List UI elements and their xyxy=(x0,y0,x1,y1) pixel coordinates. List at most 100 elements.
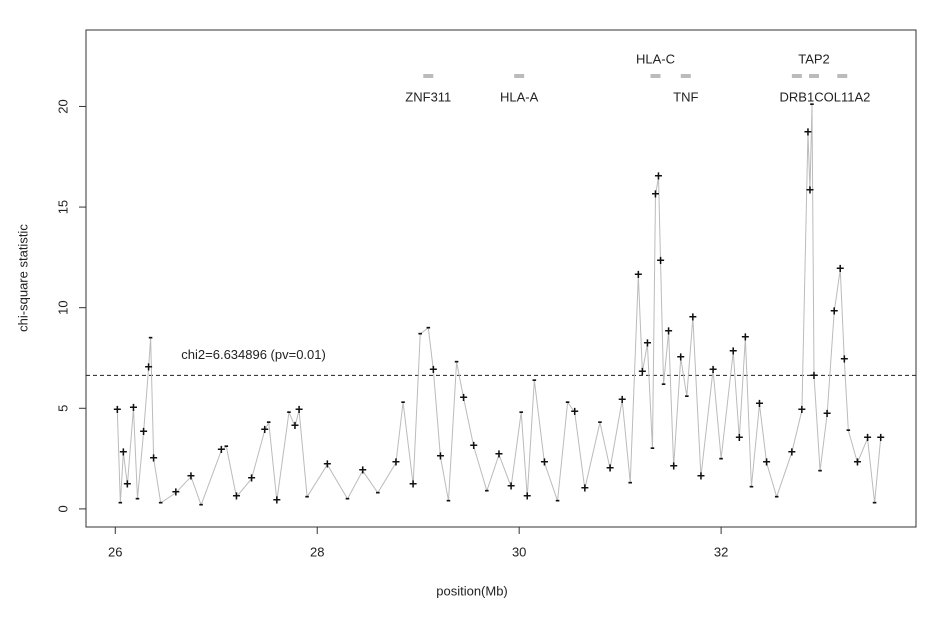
data-point: + xyxy=(840,351,848,367)
gene-label: TNF xyxy=(673,89,698,104)
data-point: - xyxy=(305,488,310,504)
data-point: + xyxy=(618,391,626,407)
x-tick-label: 30 xyxy=(512,544,526,559)
data-point: + xyxy=(709,361,717,377)
data-point: - xyxy=(684,387,689,403)
x-axis-label: position(Mb) xyxy=(436,583,508,598)
gene-label: ZNF311 xyxy=(405,89,451,104)
data-point: + xyxy=(823,405,831,421)
data-point: + xyxy=(798,401,806,417)
data-point: + xyxy=(323,455,331,471)
data-point: + xyxy=(217,441,225,457)
data-point: + xyxy=(804,123,812,139)
data-point: + xyxy=(735,429,743,445)
y-tick-label: 0 xyxy=(55,505,70,512)
data-point: - xyxy=(224,437,229,453)
threshold-label: chi2=6.634896 (pv=0.01) xyxy=(181,347,326,362)
data-point: + xyxy=(291,417,299,433)
data-line xyxy=(116,104,882,507)
data-point: + xyxy=(232,488,240,504)
data-point: + xyxy=(581,479,589,495)
data-point: - xyxy=(454,353,459,369)
data-point: + xyxy=(810,367,818,383)
data-point: + xyxy=(697,467,705,483)
data-point: + xyxy=(145,359,153,375)
data-point: - xyxy=(719,449,724,465)
data-point: - xyxy=(401,393,406,409)
data-point: + xyxy=(507,477,515,493)
data-point: + xyxy=(670,457,678,473)
data-point: + xyxy=(495,445,503,461)
data-point: - xyxy=(135,490,140,506)
gene-label: COL11A2 xyxy=(814,89,870,104)
data-point: + xyxy=(429,361,437,377)
y-tick-label: 5 xyxy=(55,405,70,412)
data-point: - xyxy=(426,319,431,335)
data-point: + xyxy=(643,335,651,351)
gene-label: HLA-C xyxy=(636,51,675,66)
y-axis-label: chi-square statistic xyxy=(15,224,30,332)
data-point: - xyxy=(532,371,537,387)
y-tick-label: 10 xyxy=(55,300,70,314)
data-point: + xyxy=(830,302,838,318)
data-point: + xyxy=(729,343,737,359)
data-point: + xyxy=(806,182,814,198)
gene-label: TAP2 xyxy=(798,51,830,66)
data-point: + xyxy=(187,467,195,483)
x-tick-label: 32 xyxy=(714,544,728,559)
data-point: + xyxy=(359,461,367,477)
data-point: + xyxy=(656,252,664,268)
data-point: + xyxy=(540,453,548,469)
data-point: - xyxy=(418,325,423,341)
data-point: + xyxy=(295,401,303,417)
x-tick-label: 26 xyxy=(108,544,122,559)
data-point: - xyxy=(565,393,570,409)
data-point: - xyxy=(810,95,815,111)
data-point: - xyxy=(266,413,271,429)
data-point: + xyxy=(392,453,400,469)
data-point: - xyxy=(818,461,823,477)
data-point: - xyxy=(199,496,204,512)
data-point: - xyxy=(375,483,380,499)
data-point: - xyxy=(519,403,524,419)
gene-label: DRB1 xyxy=(780,89,815,104)
data-point: - xyxy=(628,473,633,489)
data-point: + xyxy=(606,459,614,475)
data-point: + xyxy=(113,401,121,417)
data-point: - xyxy=(345,490,350,506)
data-point: - xyxy=(148,329,153,345)
data-point: - xyxy=(650,439,655,455)
data-point: + xyxy=(762,453,770,469)
data-point: + xyxy=(150,449,158,465)
data-point: + xyxy=(139,423,147,439)
data-point: + xyxy=(273,492,281,508)
data-point: + xyxy=(689,308,697,324)
data-point: + xyxy=(853,453,861,469)
data-point: + xyxy=(261,421,269,437)
data-point: + xyxy=(877,429,885,445)
y-tick-label: 20 xyxy=(55,99,70,113)
data-point: + xyxy=(755,395,763,411)
data-point: + xyxy=(677,349,685,365)
data-point: - xyxy=(118,494,123,510)
y-tick-label: 15 xyxy=(55,200,70,214)
data-point: - xyxy=(774,488,779,504)
data-point: + xyxy=(129,399,137,415)
data-point: + xyxy=(123,475,131,491)
data-point: + xyxy=(119,443,127,459)
data-point: + xyxy=(638,363,646,379)
data-point: + xyxy=(634,266,642,282)
data-point: - xyxy=(446,492,451,508)
data-point: + xyxy=(409,475,417,491)
gene-label: HLA-A xyxy=(500,89,539,104)
data-point: + xyxy=(741,329,749,345)
data-point: - xyxy=(846,421,851,437)
data-point: - xyxy=(287,403,292,419)
data-point: - xyxy=(749,477,754,493)
data-point: + xyxy=(460,389,468,405)
data-point: - xyxy=(555,492,560,508)
x-tick-label: 28 xyxy=(310,544,324,559)
data-point: - xyxy=(872,494,877,510)
